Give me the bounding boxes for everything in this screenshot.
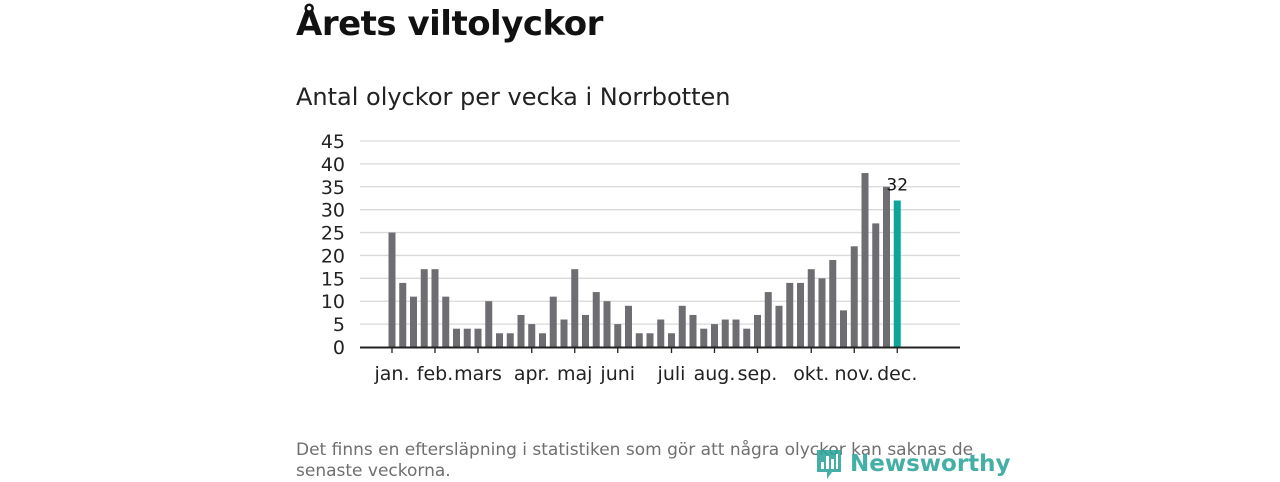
x-tick-label: nov. — [835, 363, 874, 385]
bar — [711, 324, 718, 347]
bar — [388, 232, 396, 347]
bar — [818, 278, 826, 347]
bar — [410, 296, 417, 347]
x-tick-label: juni — [599, 363, 635, 385]
highlight-value-label: 32 — [886, 176, 908, 196]
bar — [861, 173, 869, 347]
bar — [786, 282, 794, 347]
y-tick-label: 45 — [321, 131, 345, 153]
footnote: Det finns en eftersläpning i statistiken… — [296, 440, 974, 481]
bar — [571, 269, 579, 347]
y-tick-label: 35 — [321, 177, 345, 199]
bar — [474, 328, 482, 347]
bar — [603, 301, 611, 347]
bar — [657, 319, 665, 347]
bar — [635, 333, 643, 347]
y-tick-label: 10 — [321, 291, 345, 313]
y-tick-label: 25 — [321, 223, 345, 245]
bar — [646, 333, 654, 347]
newsworthy-chart-icon — [817, 450, 841, 479]
bar — [689, 314, 697, 347]
x-tick-label: dec. — [877, 363, 917, 385]
y-tick-label: 15 — [321, 268, 345, 290]
bar — [850, 246, 858, 347]
bar — [829, 260, 837, 347]
bar — [872, 223, 880, 347]
bar — [549, 296, 557, 347]
bar — [420, 269, 428, 347]
x-axis-ticks: jan. feb. mars apr. maj juni juli aug. sep. okt. n… — [373, 347, 917, 385]
bar — [496, 333, 503, 347]
bar — [797, 282, 804, 347]
x-tick-label: juli — [657, 363, 686, 385]
x-tick-label: okt. — [793, 363, 829, 385]
x-tick-label: aug. — [694, 363, 736, 385]
bar — [668, 333, 675, 347]
y-tick-label: 30 — [321, 200, 345, 222]
bar — [700, 328, 708, 347]
bar — [506, 333, 514, 347]
bar — [732, 319, 740, 347]
bar — [678, 305, 686, 347]
chart-title: Årets viltolyckor — [296, 4, 603, 44]
y-tick-label: 5 — [333, 314, 345, 336]
newsworthy-logo: Newsworthy — [815, 446, 1011, 482]
bar — [721, 319, 729, 347]
bar — [764, 292, 772, 347]
bar — [625, 305, 632, 347]
bar — [775, 305, 783, 347]
bar — [754, 314, 761, 347]
brand-name: Newsworthy — [850, 451, 1011, 477]
data-labels: 32 — [886, 176, 908, 196]
bar — [431, 269, 439, 347]
bar — [463, 328, 471, 347]
bar — [614, 324, 622, 347]
bar — [528, 324, 536, 347]
bar — [883, 186, 890, 347]
bar-highlight — [893, 200, 901, 347]
bar — [517, 314, 525, 347]
y-tick-label: 40 — [321, 154, 345, 176]
bar — [840, 310, 847, 347]
x-tick-label: maj — [557, 363, 592, 385]
bar — [592, 292, 600, 347]
bar — [560, 319, 568, 347]
x-tick-label: mars — [454, 363, 502, 385]
bar — [453, 328, 460, 347]
bar — [442, 296, 450, 347]
bar — [539, 333, 546, 347]
bar — [399, 282, 407, 347]
x-tick-label: jan. — [373, 363, 409, 385]
bars — [388, 173, 901, 347]
x-tick-label: feb. — [417, 363, 453, 385]
bar — [743, 328, 751, 347]
grid-lines — [360, 140, 960, 325]
chart-subtitle: Antal olyckor per vecka i Norrbotten — [296, 83, 731, 111]
bar — [807, 269, 815, 347]
bar — [582, 314, 589, 347]
y-tick-label: 20 — [321, 245, 345, 267]
bar — [485, 301, 493, 347]
y-tick-label: 0 — [333, 337, 345, 359]
x-tick-label: sep. — [738, 363, 778, 385]
x-tick-label: apr. — [514, 363, 550, 385]
